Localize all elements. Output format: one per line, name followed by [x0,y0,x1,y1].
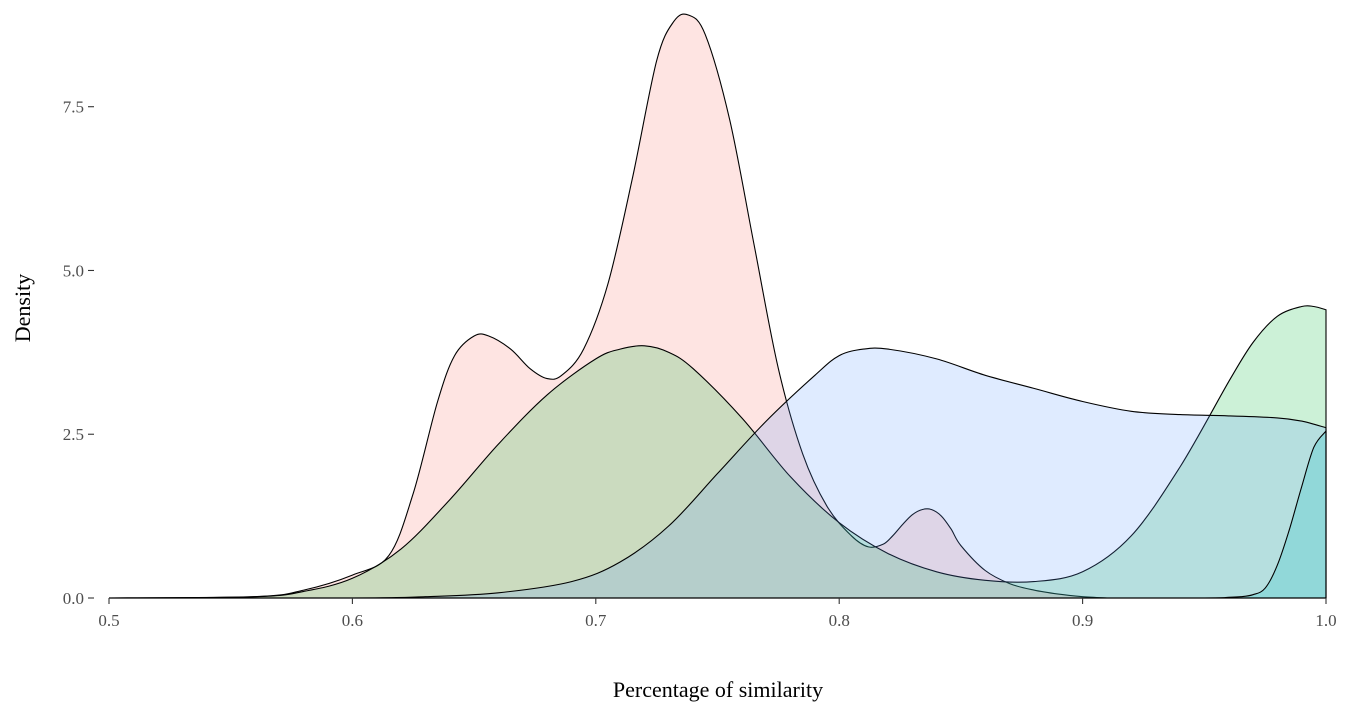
x-tick-label: 0.9 [1072,611,1093,630]
y-axis-title: Density [10,274,35,342]
y-tick-label: 7.5 [63,98,84,117]
x-axis-title: Percentage of similarity [613,677,823,702]
x-tick-label: 0.7 [585,611,607,630]
x-tick-label: 0.6 [342,611,363,630]
y-axis-ticks: 0.0 2.5 5.0 7.5 [63,98,94,608]
density-series-3 [109,347,1327,599]
x-tick-label: 1.0 [1315,611,1336,630]
density-series-1 [108,13,1107,599]
x-axis-ticks: 0.5 0.6 0.7 0.8 0.9 1.0 [98,598,1337,630]
x-tick-label: 0.5 [98,611,119,630]
y-tick-label: 2.5 [63,425,84,444]
x-tick-label: 0.8 [829,611,850,630]
y-tick-label: 0.0 [63,589,84,608]
density-areas [108,13,1327,599]
density-series-2 [108,305,1327,599]
y-tick-label: 5.0 [63,261,84,280]
